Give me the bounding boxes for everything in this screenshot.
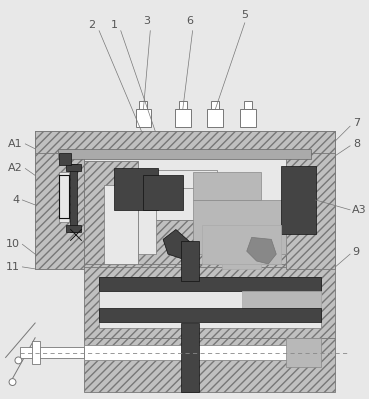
Text: 8: 8 (353, 139, 360, 149)
Bar (181, 323, 199, 392)
Bar (35, 131, 335, 153)
Bar (193, 172, 262, 200)
Bar (35, 131, 335, 269)
Bar (175, 109, 191, 127)
Bar (99, 277, 321, 328)
Text: 10: 10 (6, 239, 20, 249)
Text: 2: 2 (88, 20, 95, 30)
Text: A2: A2 (8, 164, 23, 174)
Bar (222, 264, 262, 269)
Circle shape (15, 357, 22, 364)
Bar (99, 308, 321, 322)
Bar (144, 176, 183, 210)
Bar (58, 149, 311, 159)
Bar (20, 347, 85, 358)
Text: 1: 1 (110, 20, 117, 30)
Bar (104, 185, 138, 264)
Bar (207, 109, 223, 127)
Text: 11: 11 (6, 262, 20, 272)
Bar (139, 101, 147, 109)
Bar (286, 338, 321, 367)
Text: 4: 4 (12, 195, 20, 205)
Bar (59, 172, 69, 221)
Bar (58, 149, 311, 254)
Bar (193, 200, 286, 254)
Bar (70, 164, 77, 233)
Bar (99, 277, 321, 290)
Bar (138, 170, 217, 188)
Circle shape (9, 379, 16, 385)
Bar (203, 225, 281, 264)
Bar (281, 166, 315, 235)
Text: 9: 9 (352, 247, 359, 257)
Bar (244, 101, 252, 109)
Bar (32, 341, 40, 364)
Bar (242, 290, 321, 308)
Bar (138, 170, 156, 254)
Bar (138, 220, 286, 264)
Bar (179, 101, 187, 109)
Bar (85, 345, 306, 360)
Polygon shape (247, 237, 276, 264)
Text: A1: A1 (8, 139, 23, 149)
Bar (66, 225, 82, 233)
Polygon shape (163, 229, 193, 259)
Text: A3: A3 (352, 205, 367, 215)
Bar (286, 131, 335, 269)
Text: 7: 7 (353, 118, 360, 128)
Text: 6: 6 (186, 16, 193, 26)
Bar (211, 101, 219, 109)
Bar (85, 267, 335, 338)
Bar (59, 153, 70, 164)
Bar (181, 241, 199, 280)
Bar (85, 161, 138, 264)
Bar (35, 131, 85, 269)
Bar (85, 338, 335, 392)
Text: 3: 3 (143, 16, 150, 26)
Bar (66, 164, 82, 172)
Bar (240, 109, 256, 127)
Bar (135, 109, 151, 127)
Text: 5: 5 (241, 10, 248, 20)
Bar (114, 168, 158, 210)
